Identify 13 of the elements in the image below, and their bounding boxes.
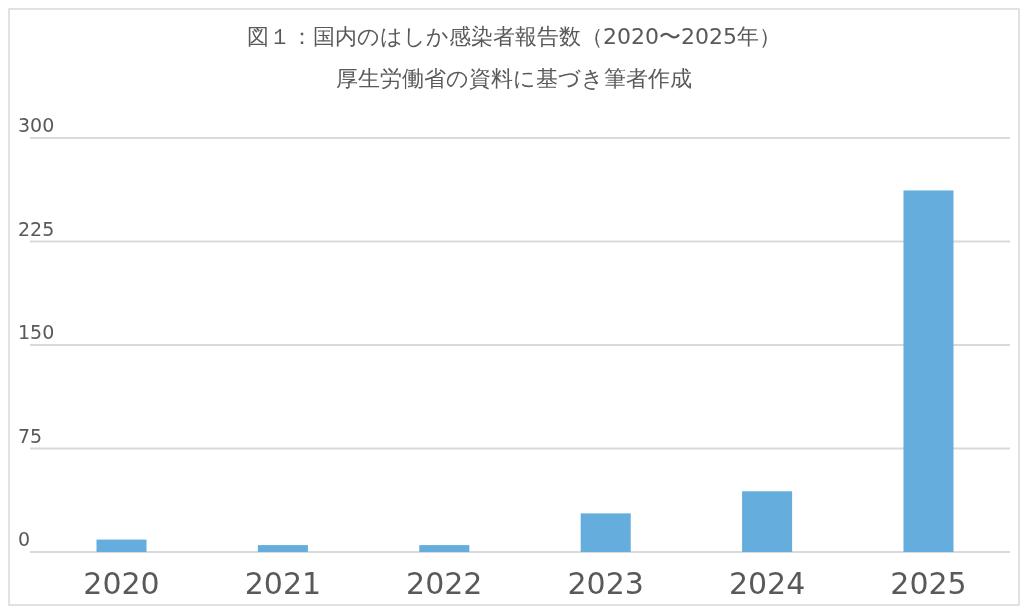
y-tick-label: 0 (18, 528, 31, 550)
x-tick-label: 2021 (244, 566, 322, 601)
chart-subtitle: 厚生労働省の資料に基づき筆者作成 (336, 66, 692, 91)
y-tick-label: 75 (18, 424, 43, 447)
y-tick-label: 225 (18, 217, 55, 240)
y-tick-label: 150 (18, 321, 55, 343)
x-tick-label: 2022 (406, 566, 483, 601)
x-tick-label: 2024 (728, 566, 806, 601)
x-tick-label: 2020 (83, 566, 160, 601)
x-tick-label: 2025 (890, 566, 967, 601)
y-tick-label: 300 (18, 114, 55, 136)
x-tick-label: 2023 (567, 566, 644, 601)
chart-title: 図１：国内のはしか感染者報告数（2020〜2025年） (247, 24, 781, 49)
